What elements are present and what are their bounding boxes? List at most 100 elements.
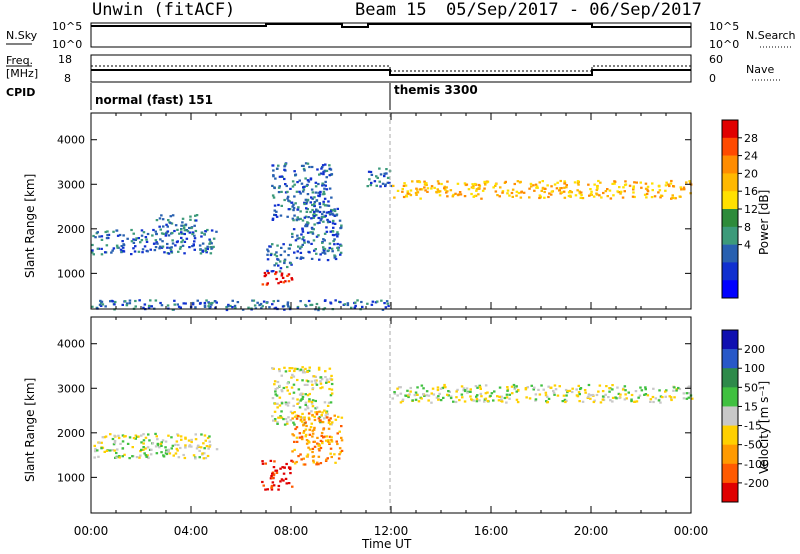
velocity-echo-cell: [515, 385, 518, 388]
velocity-echo-cell: [326, 404, 330, 407]
power-echo-cell: [515, 190, 519, 193]
power-colorbar-tick-label: 16: [744, 185, 758, 198]
velocity-echo-cell: [578, 400, 581, 403]
power-echo-cell: [368, 178, 371, 181]
power-echo-cell: [275, 251, 278, 254]
power-echo-cell: [315, 208, 318, 211]
velocity-echo-cell: [652, 400, 655, 404]
velocity-echo-cell: [330, 440, 334, 443]
power-echo-cell: [311, 232, 315, 235]
power-echo-cell: [265, 301, 269, 304]
power-echo-cell: [325, 230, 329, 233]
velocity-echo-cell: [280, 478, 284, 481]
velocity-echo-cell: [306, 370, 309, 373]
power-echo-cell: [91, 249, 94, 252]
velocity-echo-cell: [284, 417, 288, 421]
power-echo-cell: [643, 193, 647, 196]
power-echo-cell: [317, 309, 320, 312]
velocity-echo-cell: [291, 373, 294, 376]
power-echo-cell: [454, 192, 457, 195]
velocity-echo-cell: [121, 447, 125, 450]
velocity-echo-cell: [301, 371, 305, 374]
power-echo-cell: [96, 247, 100, 250]
velocity-echo-cell: [311, 387, 315, 390]
power-echo-cell: [184, 223, 188, 226]
power-echo-cell: [269, 253, 273, 257]
velocity-echo-cell: [618, 396, 621, 400]
velocity-echo-cell: [287, 482, 291, 485]
velocity-echo-cell: [264, 488, 267, 491]
cpid-mode-2: themis 3300: [394, 83, 478, 97]
velocity-echo-cell: [301, 416, 304, 419]
velocity-echo-cell: [442, 396, 445, 399]
velocity-echo-cell: [460, 393, 464, 396]
velocity-echo-cell: [262, 484, 265, 487]
velocity-echo-cell: [330, 392, 334, 395]
power-echo-cell: [278, 175, 282, 178]
power-echo-cell: [541, 186, 545, 189]
power-echo-cell: [251, 299, 254, 302]
power-echo-cell: [107, 233, 111, 236]
power-echo-cell: [294, 202, 297, 205]
power-colorbar-tick-label: 20: [744, 167, 758, 180]
power-echo-cell: [288, 306, 292, 309]
velocity-echo-cell: [304, 403, 307, 406]
velocity-colorbar-tick-label: 50: [744, 381, 758, 394]
power-echo-cell: [293, 251, 296, 254]
power-echo-cell: [327, 211, 331, 214]
velocity-echo-cell: [292, 383, 296, 386]
power-echo-cell: [320, 167, 323, 170]
power-echo-cell: [679, 195, 682, 198]
power-echo-cell: [328, 220, 332, 223]
power-echo-cell: [94, 236, 97, 239]
velocity-echo-cell: [505, 396, 509, 399]
velocity-echo-cell: [273, 402, 277, 405]
power-echo-cell: [286, 265, 289, 269]
power-echo-cell: [619, 192, 622, 195]
power-echo-cell: [494, 183, 498, 186]
power-echo-cell: [635, 181, 638, 184]
power-echo-cell: [659, 196, 662, 199]
velocity-echo-cell: [303, 416, 306, 419]
velocity-echo-cell: [427, 399, 430, 402]
power-echo-cell: [300, 245, 303, 248]
velocity-echo-cell: [323, 409, 326, 412]
velocity-echo-cell: [292, 404, 295, 407]
power-echo-cell: [286, 197, 289, 200]
power-ylabel: Slant Range [km]: [23, 174, 37, 278]
power-echo-cell: [143, 303, 147, 306]
power-echo-cell: [280, 274, 284, 277]
power-echo-cell: [316, 210, 320, 213]
power-echo-cell: [437, 189, 440, 192]
velocity-echo-cell: [307, 416, 311, 419]
velocity-echo-cell: [295, 460, 298, 464]
power-echo-cell: [520, 191, 523, 194]
velocity-echo-cell: [301, 366, 304, 369]
power-echo-cell: [314, 181, 318, 184]
power-echo-cell: [405, 195, 409, 198]
power-echo-cell: [424, 189, 427, 192]
velocity-echo-cell: [299, 368, 303, 371]
velocity-echo-cell: [134, 434, 138, 437]
power-echo-cell: [313, 201, 317, 204]
power-echo-cell: [155, 232, 158, 236]
power-echo-cell: [624, 180, 627, 183]
velocity-echo-cell: [687, 396, 691, 399]
x-tick-label: 16:00: [474, 524, 509, 538]
velocity-echo-cell: [202, 442, 205, 445]
power-echo-cell: [210, 242, 213, 245]
power-echo-cell: [674, 197, 677, 200]
power-echo-cell: [595, 188, 599, 192]
power-echo-cell: [501, 190, 505, 193]
velocity-echo-cell: [325, 379, 329, 382]
velocity-echo-cell: [295, 426, 299, 429]
velocity-colorbar-tick-label: -200: [744, 477, 769, 490]
velocity-echo-cell: [293, 415, 297, 418]
velocity-echo-cell: [313, 418, 317, 422]
velocity-echo-cell: [462, 389, 465, 392]
power-echo-cell: [204, 249, 207, 252]
velocity-echo-cell: [323, 401, 327, 404]
power-echo-cell: [550, 193, 553, 196]
power-echo-cell: [350, 306, 353, 309]
power-echo-cell: [374, 301, 378, 304]
